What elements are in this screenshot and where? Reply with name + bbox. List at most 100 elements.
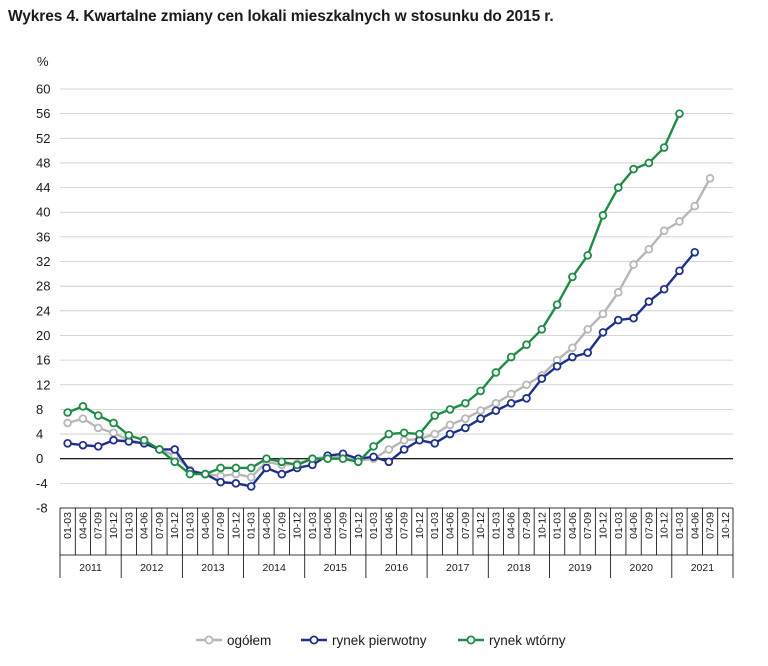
year-label: 2011	[79, 562, 102, 574]
x-tick-label: 04-06	[689, 512, 701, 539]
x-tick-label: 07-09	[705, 512, 717, 539]
data-point	[338, 454, 348, 464]
x-tick-label: 07-09	[215, 512, 227, 539]
y-tick-label: 4	[36, 427, 43, 442]
x-tick-label: 04-06	[567, 512, 579, 539]
data-point	[491, 398, 501, 408]
data-point	[476, 406, 485, 415]
x-tick-label: 01-03	[552, 512, 564, 539]
data-point	[568, 352, 577, 362]
x-tick-label: 07-09	[643, 512, 655, 539]
data-point	[246, 463, 256, 473]
y-tick-label: -4	[36, 476, 48, 491]
x-tick-label: 04-06	[628, 512, 640, 539]
x-tick-label: 01-03	[674, 512, 686, 539]
data-point	[262, 463, 271, 473]
data-point	[644, 244, 654, 254]
x-tick-label: 07-09	[460, 512, 472, 539]
data-point	[506, 389, 516, 399]
x-tick-label: 10-12	[292, 512, 304, 539]
year-label: 2013	[201, 562, 225, 574]
data-point	[629, 164, 638, 174]
data-point	[93, 411, 103, 420]
data-point	[445, 429, 455, 439]
data-point	[170, 445, 180, 454]
x-tick-label: 04-06	[445, 512, 457, 539]
x-tick-label: 07-09	[154, 512, 166, 539]
x-tick-label: 01-03	[429, 512, 441, 539]
data-point	[552, 300, 562, 309]
year-label: 2019	[568, 562, 592, 574]
data-point	[690, 247, 700, 257]
y-tick-label: 20	[36, 328, 50, 343]
data-point	[598, 309, 608, 319]
x-tick-label: 10-12	[353, 512, 365, 539]
data-point	[491, 368, 501, 377]
data-point	[552, 361, 562, 371]
data-point	[537, 374, 547, 383]
y-tick-label: 8	[36, 402, 43, 417]
data-point	[323, 454, 332, 464]
data-point	[170, 457, 180, 467]
x-tick-label: 04-06	[139, 512, 151, 539]
series-line	[66, 112, 681, 476]
x-tick-label: 04-06	[322, 512, 334, 539]
y-tick-label: 28	[36, 279, 50, 294]
x-tick-label: 01-03	[307, 512, 319, 539]
data-point	[109, 435, 118, 445]
data-point	[675, 109, 684, 118]
x-tick-label: 01-03	[185, 512, 197, 539]
data-point	[124, 430, 134, 440]
data-point	[430, 429, 440, 439]
data-point	[63, 408, 72, 417]
x-tick-label: 10-12	[659, 512, 671, 539]
x-tick-label: 04-06	[383, 512, 395, 539]
x-tick-label: 10-12	[414, 512, 426, 539]
x-tick-label: 10-12	[597, 512, 609, 539]
x-tick-label: 01-03	[62, 512, 74, 539]
x-tick-label: 07-09	[399, 512, 411, 539]
data-point	[659, 143, 669, 152]
x-tick-label: 07-09	[276, 512, 288, 539]
data-point	[262, 454, 271, 464]
x-tick-label: 01-03	[490, 512, 502, 539]
series-lines	[63, 109, 715, 491]
x-tick-label: 04-06	[506, 512, 518, 539]
y-tick-label: -8	[36, 501, 48, 516]
year-label: 2014	[262, 562, 286, 574]
x-tick-label: 07-09	[521, 512, 533, 539]
x-tick-label: 01-03	[368, 512, 380, 539]
x-tick-label: 07-09	[337, 512, 349, 539]
legend-marker	[204, 635, 214, 645]
data-point	[292, 460, 302, 470]
data-point	[384, 445, 394, 454]
data-point	[568, 272, 577, 282]
data-point	[461, 398, 470, 408]
data-point	[659, 226, 669, 236]
y-tick-label: 48	[36, 155, 50, 170]
data-point	[491, 406, 501, 415]
data-point	[109, 418, 118, 428]
data-point	[63, 418, 72, 428]
data-point	[369, 442, 378, 451]
x-tick-label: 10-12	[230, 512, 242, 539]
data-point	[568, 343, 577, 353]
data-point	[659, 284, 669, 294]
x-tick-label: 04-06	[77, 512, 89, 539]
x-tick-label: 04-06	[200, 512, 212, 539]
legend-label: rynek pierwotny	[332, 633, 427, 648]
year-label: 2016	[385, 562, 409, 574]
data-point	[675, 217, 684, 226]
legend-marker	[466, 635, 476, 645]
data-point	[399, 428, 409, 438]
data-point	[598, 328, 608, 337]
year-label: 2012	[140, 562, 164, 574]
data-point	[201, 469, 210, 479]
data-point	[231, 463, 241, 473]
data-point	[308, 454, 317, 464]
data-point	[384, 457, 394, 467]
data-point	[369, 452, 378, 462]
chart-title: Wykres 4. Kwartalne zmiany cen lokali mi…	[8, 8, 554, 25]
legend-label: ogółem	[227, 633, 271, 648]
